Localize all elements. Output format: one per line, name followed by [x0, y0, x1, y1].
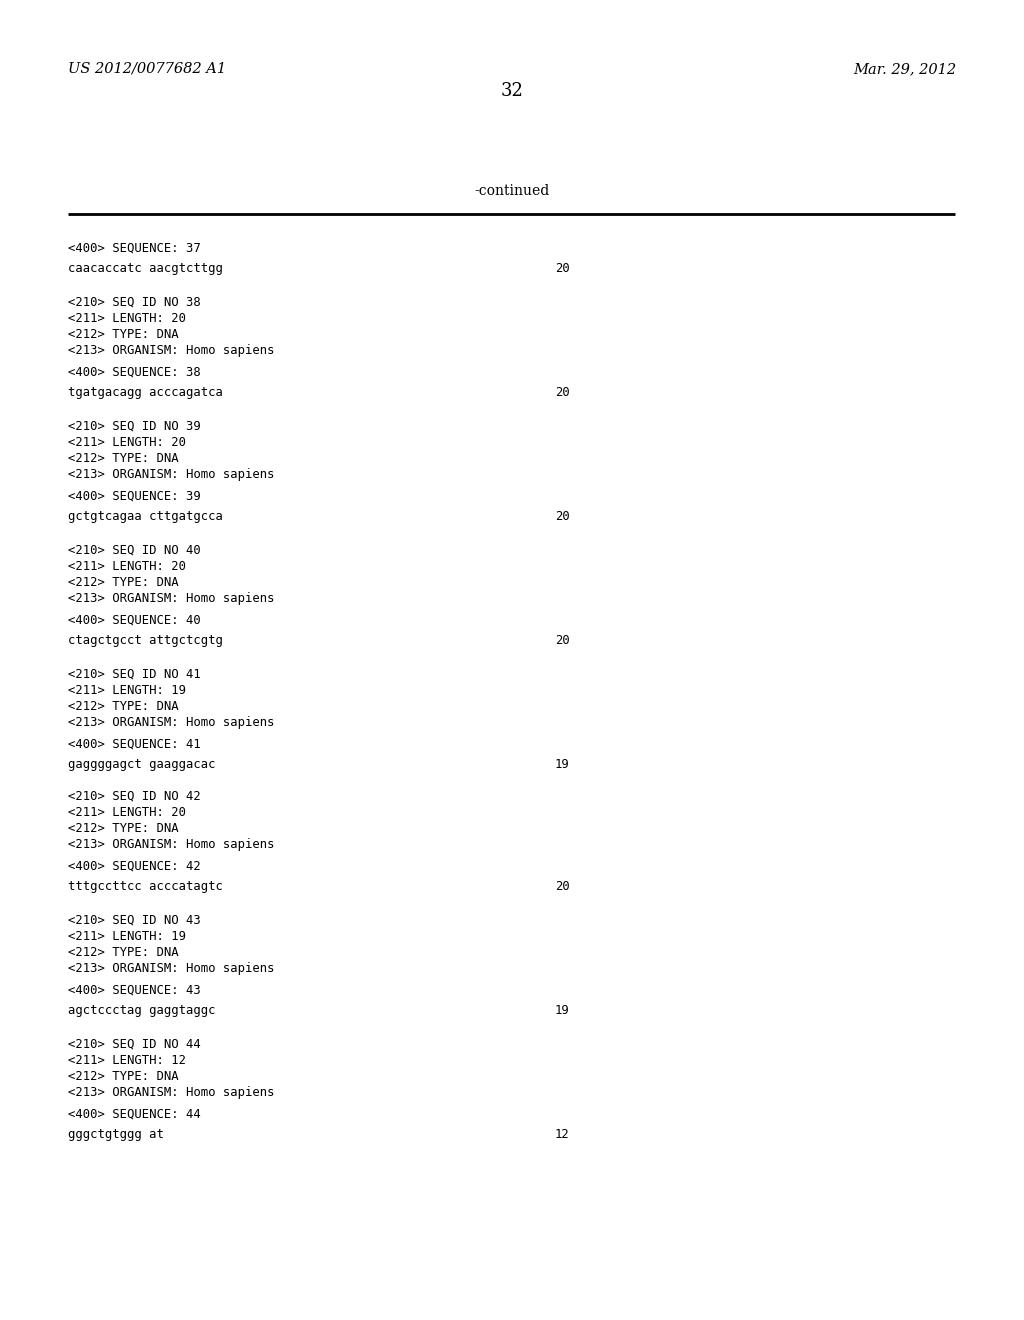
- Text: agctccctag gaggtaggc: agctccctag gaggtaggc: [68, 1005, 215, 1016]
- Text: <212> TYPE: DNA: <212> TYPE: DNA: [68, 822, 178, 836]
- Text: <211> LENGTH: 20: <211> LENGTH: 20: [68, 560, 186, 573]
- Text: 20: 20: [555, 634, 569, 647]
- Text: <212> TYPE: DNA: <212> TYPE: DNA: [68, 700, 178, 713]
- Text: <213> ORGANISM: Homo sapiens: <213> ORGANISM: Homo sapiens: [68, 715, 274, 729]
- Text: gaggggagct gaaggacac: gaggggagct gaaggacac: [68, 758, 215, 771]
- Text: <210> SEQ ID NO 38: <210> SEQ ID NO 38: [68, 296, 201, 309]
- Text: tgatgacagg acccagatca: tgatgacagg acccagatca: [68, 385, 223, 399]
- Text: <212> TYPE: DNA: <212> TYPE: DNA: [68, 576, 178, 589]
- Text: <210> SEQ ID NO 43: <210> SEQ ID NO 43: [68, 913, 201, 927]
- Text: Mar. 29, 2012: Mar. 29, 2012: [853, 62, 956, 77]
- Text: ctagctgcct attgctcgtg: ctagctgcct attgctcgtg: [68, 634, 223, 647]
- Text: <213> ORGANISM: Homo sapiens: <213> ORGANISM: Homo sapiens: [68, 469, 274, 480]
- Text: -continued: -continued: [474, 183, 550, 198]
- Text: 19: 19: [555, 758, 569, 771]
- Text: <211> LENGTH: 19: <211> LENGTH: 19: [68, 931, 186, 942]
- Text: <400> SEQUENCE: 38: <400> SEQUENCE: 38: [68, 366, 201, 379]
- Text: <400> SEQUENCE: 44: <400> SEQUENCE: 44: [68, 1107, 201, 1121]
- Text: <211> LENGTH: 19: <211> LENGTH: 19: [68, 684, 186, 697]
- Text: 19: 19: [555, 1005, 569, 1016]
- Text: <210> SEQ ID NO 40: <210> SEQ ID NO 40: [68, 544, 201, 557]
- Text: gctgtcagaa cttgatgcca: gctgtcagaa cttgatgcca: [68, 510, 223, 523]
- Text: 32: 32: [501, 82, 523, 100]
- Text: <400> SEQUENCE: 39: <400> SEQUENCE: 39: [68, 490, 201, 503]
- Text: <212> TYPE: DNA: <212> TYPE: DNA: [68, 946, 178, 960]
- Text: caacaccatc aacgtcttgg: caacaccatc aacgtcttgg: [68, 261, 223, 275]
- Text: 20: 20: [555, 880, 569, 894]
- Text: <400> SEQUENCE: 42: <400> SEQUENCE: 42: [68, 861, 201, 873]
- Text: <210> SEQ ID NO 39: <210> SEQ ID NO 39: [68, 420, 201, 433]
- Text: <211> LENGTH: 12: <211> LENGTH: 12: [68, 1053, 186, 1067]
- Text: 12: 12: [555, 1129, 569, 1140]
- Text: gggctgtggg at: gggctgtggg at: [68, 1129, 164, 1140]
- Text: 20: 20: [555, 385, 569, 399]
- Text: <213> ORGANISM: Homo sapiens: <213> ORGANISM: Homo sapiens: [68, 1086, 274, 1100]
- Text: <211> LENGTH: 20: <211> LENGTH: 20: [68, 436, 186, 449]
- Text: <400> SEQUENCE: 40: <400> SEQUENCE: 40: [68, 614, 201, 627]
- Text: <400> SEQUENCE: 37: <400> SEQUENCE: 37: [68, 242, 201, 255]
- Text: <212> TYPE: DNA: <212> TYPE: DNA: [68, 451, 178, 465]
- Text: <213> ORGANISM: Homo sapiens: <213> ORGANISM: Homo sapiens: [68, 838, 274, 851]
- Text: <213> ORGANISM: Homo sapiens: <213> ORGANISM: Homo sapiens: [68, 345, 274, 356]
- Text: <212> TYPE: DNA: <212> TYPE: DNA: [68, 327, 178, 341]
- Text: <212> TYPE: DNA: <212> TYPE: DNA: [68, 1071, 178, 1082]
- Text: <213> ORGANISM: Homo sapiens: <213> ORGANISM: Homo sapiens: [68, 962, 274, 975]
- Text: <211> LENGTH: 20: <211> LENGTH: 20: [68, 807, 186, 818]
- Text: <400> SEQUENCE: 43: <400> SEQUENCE: 43: [68, 983, 201, 997]
- Text: US 2012/0077682 A1: US 2012/0077682 A1: [68, 62, 226, 77]
- Text: <213> ORGANISM: Homo sapiens: <213> ORGANISM: Homo sapiens: [68, 591, 274, 605]
- Text: <211> LENGTH: 20: <211> LENGTH: 20: [68, 312, 186, 325]
- Text: <210> SEQ ID NO 44: <210> SEQ ID NO 44: [68, 1038, 201, 1051]
- Text: <210> SEQ ID NO 41: <210> SEQ ID NO 41: [68, 668, 201, 681]
- Text: <210> SEQ ID NO 42: <210> SEQ ID NO 42: [68, 789, 201, 803]
- Text: 20: 20: [555, 510, 569, 523]
- Text: tttgccttcc acccatagtc: tttgccttcc acccatagtc: [68, 880, 223, 894]
- Text: 20: 20: [555, 261, 569, 275]
- Text: <400> SEQUENCE: 41: <400> SEQUENCE: 41: [68, 738, 201, 751]
